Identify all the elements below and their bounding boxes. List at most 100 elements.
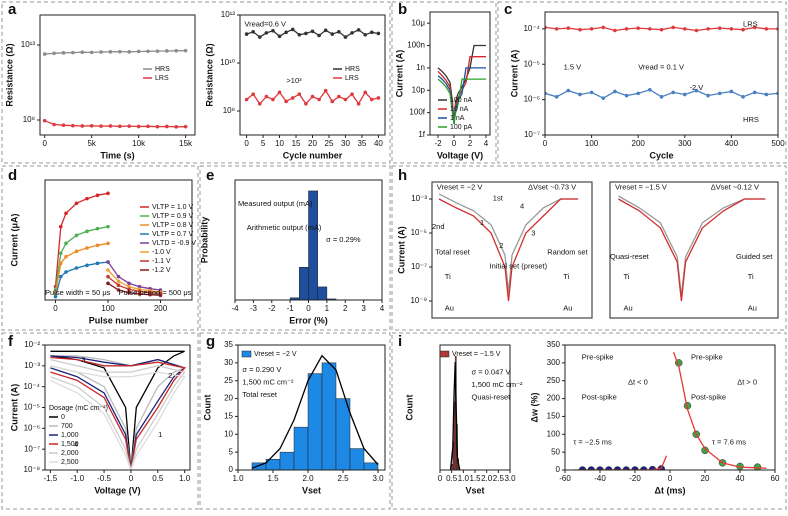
plot-frame	[429, 11, 491, 136]
annotation: Quasi-reset	[472, 392, 512, 401]
y-tick-label: 10⁻⁵	[524, 59, 540, 68]
panel-border	[391, 332, 787, 510]
data-point	[42, 118, 47, 123]
data-point	[136, 49, 141, 54]
x-tick-label: 1	[325, 304, 330, 313]
data-point	[52, 122, 56, 127]
panel-border	[199, 332, 391, 510]
plot	[437, 44, 486, 124]
data-point	[363, 90, 368, 95]
data-point	[671, 90, 675, 95]
annotation: Pulse width = 50 μs	[45, 288, 111, 297]
x-tick-label: 35	[357, 139, 366, 148]
data-point	[52, 51, 56, 56]
data-point	[118, 49, 122, 54]
x-tick-label: 0	[306, 304, 311, 313]
data-point	[64, 241, 68, 246]
x-tick-label: 0.5	[446, 474, 458, 483]
data-point	[116, 274, 121, 279]
y-tick-label: 10⁻⁵	[24, 403, 40, 412]
x-tick-label: -40	[594, 474, 606, 483]
plot	[438, 193, 579, 302]
x-axis-label: Voltage (V)	[94, 485, 140, 495]
plot	[42, 48, 188, 129]
data-point	[337, 94, 341, 99]
y-tick-label: 10⁻³	[411, 194, 427, 203]
panel-border	[497, 1, 787, 164]
data-point	[244, 97, 249, 102]
data-point	[310, 29, 315, 34]
data-point	[146, 124, 150, 129]
x-tick-label: 200	[154, 304, 168, 313]
data-point	[624, 27, 629, 31]
data-point	[683, 92, 687, 97]
data-point	[257, 35, 262, 39]
data-point	[106, 260, 110, 264]
data-point	[290, 96, 295, 100]
data-point	[297, 92, 302, 97]
y-tick-label: 10p	[412, 85, 426, 94]
y-axis-label: Resistance (Ω)	[204, 43, 214, 106]
legend-label: VLTP = 0.7 V	[152, 231, 194, 238]
data-point	[106, 191, 110, 196]
x-tick-label: 0	[244, 139, 249, 148]
y-tick-label: 10⁻⁷	[24, 444, 40, 453]
y-tick-label: 250	[547, 376, 561, 385]
y-axis-label: Δw (%)	[529, 393, 539, 423]
x-tick-label: 5k	[87, 139, 96, 148]
x-tick-label: 0	[53, 304, 58, 313]
series-line	[672, 351, 767, 469]
data-point	[589, 27, 594, 31]
data-point	[370, 97, 374, 102]
series-line	[50, 365, 186, 470]
data-point	[376, 96, 381, 100]
annotation: σ = 0.290 V	[242, 365, 281, 374]
y-tick-label: 10μ	[411, 18, 425, 27]
data-point	[290, 27, 295, 32]
data-point	[624, 93, 629, 98]
x-tick-label: 25	[325, 139, 334, 148]
x-tick-label: 20	[701, 474, 710, 483]
x-tick-label: 0.5	[152, 474, 164, 483]
x-axis-label: Vset	[302, 485, 321, 495]
series-line	[437, 78, 486, 124]
data-point	[106, 281, 110, 286]
annotation: Arithmetic output (mA)	[247, 223, 322, 232]
data-point	[764, 92, 769, 97]
data-point	[148, 292, 152, 297]
data-point	[350, 92, 354, 97]
data-point	[58, 274, 63, 279]
legend-label: VLTP = 1.0 V	[152, 204, 194, 211]
plot-frame	[544, 11, 779, 136]
data-point	[640, 466, 648, 470]
panel-label: b	[398, 1, 407, 18]
plot-frame	[39, 14, 196, 136]
x-tick-label: 30	[341, 139, 350, 148]
data-point	[323, 28, 328, 33]
data-point	[74, 266, 79, 270]
data-point	[137, 284, 142, 289]
y-tick-label: 10⁸	[23, 115, 35, 124]
panel-label: i	[398, 333, 402, 350]
annotation: σ = 0.047 V	[472, 367, 511, 376]
annotation: 2nd	[432, 222, 445, 231]
data-point	[116, 283, 121, 288]
panel-border	[1, 332, 199, 510]
data-point	[64, 270, 68, 274]
series-line	[50, 355, 187, 470]
x-tick-label: -20	[629, 474, 641, 483]
data-point	[137, 289, 142, 294]
y-axis-label: Count	[404, 395, 414, 421]
annotation: ΔVset ~0.73 V	[528, 182, 576, 191]
legend-label: 1,000	[61, 432, 79, 439]
x-tick-label: 100	[585, 139, 599, 148]
x-tick-label: 2	[468, 139, 473, 148]
bar	[299, 267, 309, 300]
data-point	[566, 88, 571, 93]
legend-label: 100 pA	[450, 124, 473, 131]
annotation: 2	[168, 371, 172, 380]
y-tick-label: 10¹³	[21, 40, 36, 49]
x-tick-label: 4	[380, 304, 385, 313]
series-line	[437, 44, 486, 124]
data-point	[317, 33, 321, 38]
